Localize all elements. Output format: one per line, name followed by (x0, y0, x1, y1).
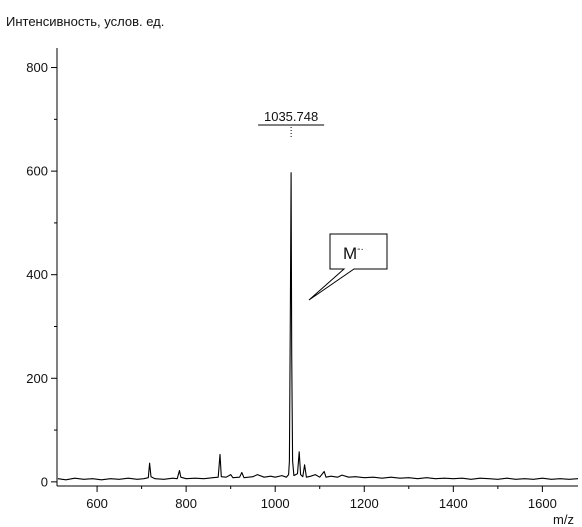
ticks: 0 200 400 600 800 600 800 1000 1200 1400 1600 (26, 60, 557, 511)
y-tick-label: 400 (26, 267, 48, 282)
ion-callout-box (308, 233, 388, 301)
spectrum-line (57, 172, 579, 481)
x-tick-label: 1400 (439, 496, 468, 511)
x-axis-title: m/z (553, 512, 574, 527)
ion-label: M-· (343, 244, 364, 263)
y-tick-label: 0 (41, 474, 48, 489)
x-tick-label: 1600 (528, 496, 557, 511)
peak-label: 1035.748 (264, 109, 318, 124)
x-tick-label: 1200 (350, 496, 379, 511)
y-axis-title: Интенсивность, услов. ед. (6, 14, 164, 29)
y-tick-label: 200 (26, 371, 48, 386)
ion-label-main: M (343, 244, 357, 263)
peak-annotation: 1035.748 (258, 109, 325, 137)
y-tick-label: 600 (26, 164, 48, 179)
ion-label-charge: -· (357, 244, 364, 255)
y-tick-label: 800 (26, 60, 48, 75)
x-tick-label: 1000 (261, 496, 290, 511)
x-tick-label: 800 (175, 496, 197, 511)
axes (56, 48, 578, 487)
x-tick-label: 600 (86, 496, 108, 511)
ion-callout: M-· (308, 233, 388, 301)
